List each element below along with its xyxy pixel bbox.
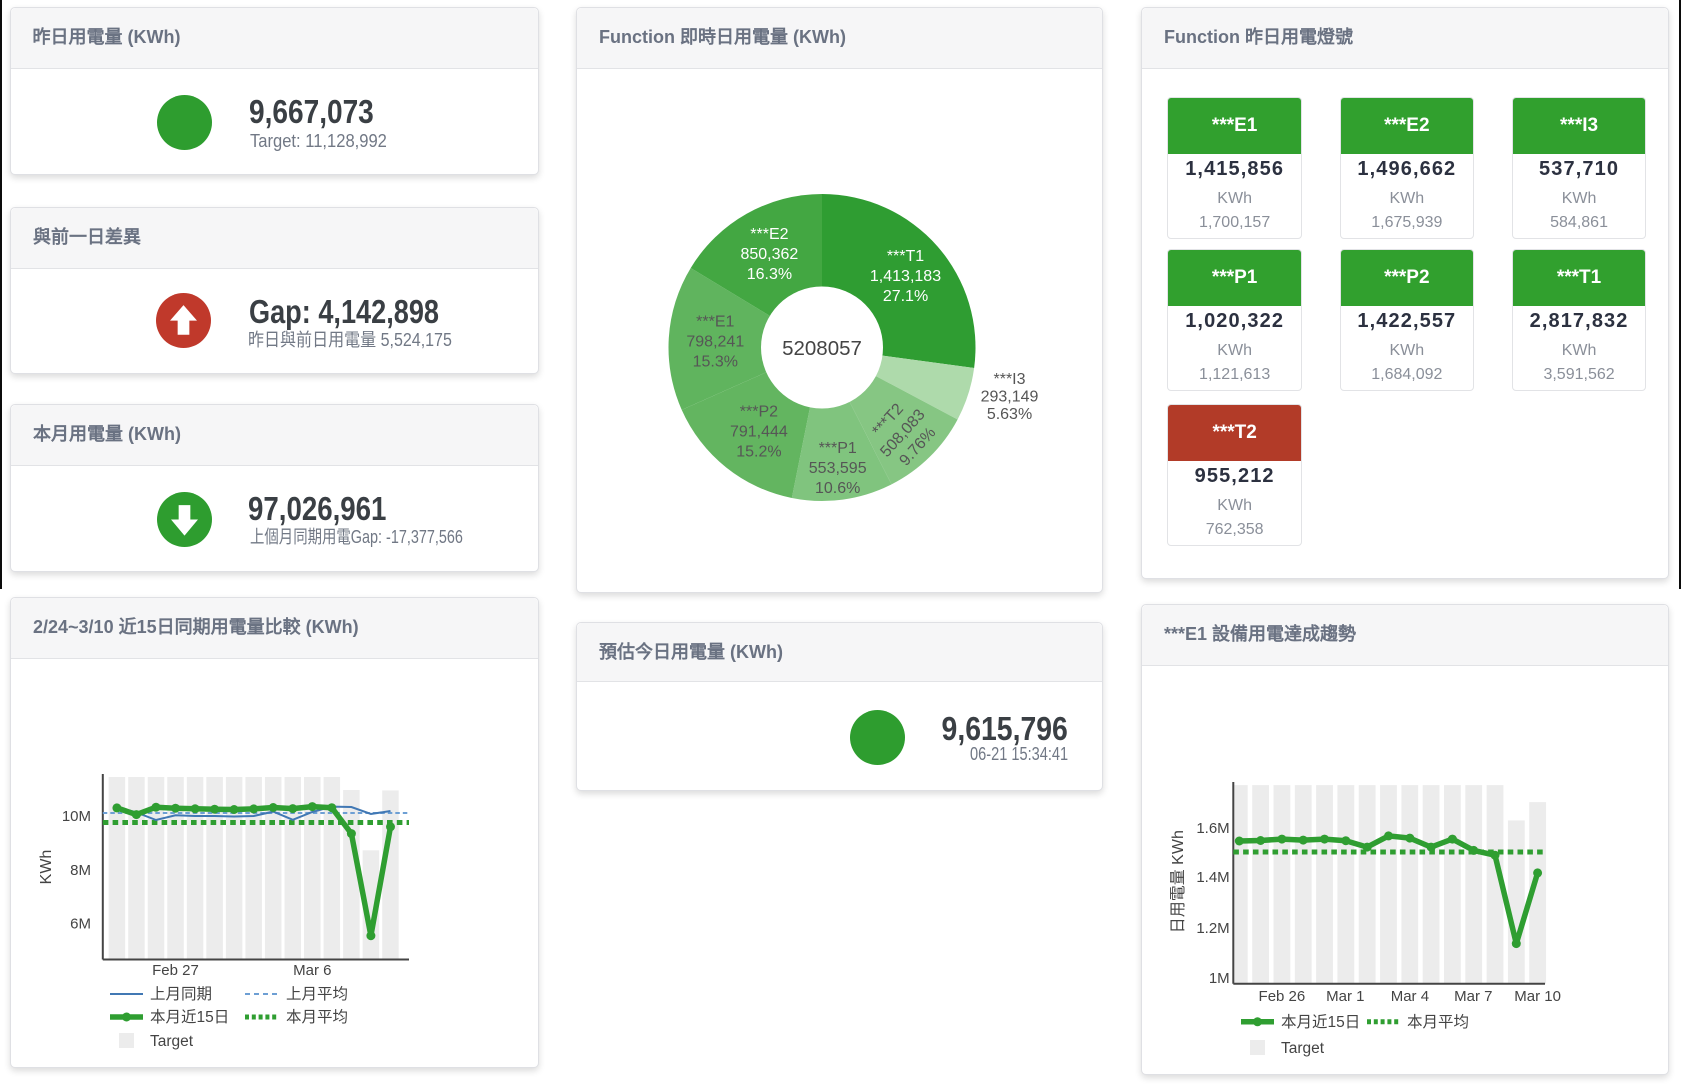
- svg-text:Target: Target: [150, 1033, 194, 1050]
- svg-text:KWh: KWh: [38, 850, 55, 885]
- svg-text:***E1: ***E1: [696, 313, 734, 330]
- svg-text:1.4M: 1.4M: [1196, 869, 1229, 886]
- svg-text:日用電量 KWh: 日用電量 KWh: [1170, 830, 1187, 933]
- svg-text:1M: 1M: [1209, 970, 1230, 987]
- svg-text:16.3%: 16.3%: [747, 266, 792, 283]
- svg-text:Mar 1: Mar 1: [1326, 988, 1364, 1005]
- svg-text:1.2M: 1.2M: [1196, 920, 1229, 937]
- svg-text:850,362: 850,362: [740, 246, 798, 263]
- svg-text:791,444: 791,444: [730, 424, 788, 441]
- svg-text:***P1: ***P1: [819, 440, 857, 457]
- svg-text:***P2: ***P2: [740, 404, 778, 421]
- svg-text:Mar 6: Mar 6: [293, 962, 331, 979]
- svg-text:本月平均: 本月平均: [286, 1008, 348, 1026]
- svg-text:5.63%: 5.63%: [987, 406, 1032, 423]
- svg-text:1,413,183: 1,413,183: [870, 268, 941, 285]
- svg-text:10.6%: 10.6%: [815, 480, 860, 497]
- svg-text:5208057: 5208057: [782, 337, 862, 360]
- svg-text:15.3%: 15.3%: [693, 353, 738, 370]
- svg-text:798,241: 798,241: [686, 333, 744, 350]
- svg-text:1.6M: 1.6M: [1196, 820, 1229, 837]
- svg-text:6M: 6M: [70, 916, 91, 933]
- svg-text:10M: 10M: [62, 808, 91, 825]
- svg-text:上月平均: 上月平均: [286, 985, 348, 1003]
- svg-text:本月近15日: 本月近15日: [150, 1008, 229, 1026]
- svg-text:Feb 27: Feb 27: [152, 962, 199, 979]
- svg-text:本月近15日: 本月近15日: [1281, 1013, 1360, 1031]
- svg-text:27.1%: 27.1%: [883, 288, 928, 305]
- svg-text:8M: 8M: [70, 862, 91, 879]
- svg-text:Feb 26: Feb 26: [1259, 988, 1306, 1005]
- svg-text:Target: Target: [1281, 1040, 1325, 1057]
- svg-text:15.2%: 15.2%: [736, 444, 781, 461]
- svg-text:Mar 4: Mar 4: [1391, 988, 1429, 1005]
- svg-text:293,149: 293,149: [981, 389, 1039, 406]
- svg-text:***I3: ***I3: [993, 371, 1025, 388]
- svg-text:上月同期: 上月同期: [150, 985, 212, 1003]
- svg-text:Mar 7: Mar 7: [1454, 988, 1492, 1005]
- svg-text:本月平均: 本月平均: [1407, 1013, 1469, 1031]
- svg-text:***E2: ***E2: [750, 226, 788, 243]
- svg-text:***T1: ***T1: [887, 248, 924, 265]
- svg-text:Mar 10: Mar 10: [1514, 988, 1561, 1005]
- svg-text:553,595: 553,595: [809, 460, 867, 477]
